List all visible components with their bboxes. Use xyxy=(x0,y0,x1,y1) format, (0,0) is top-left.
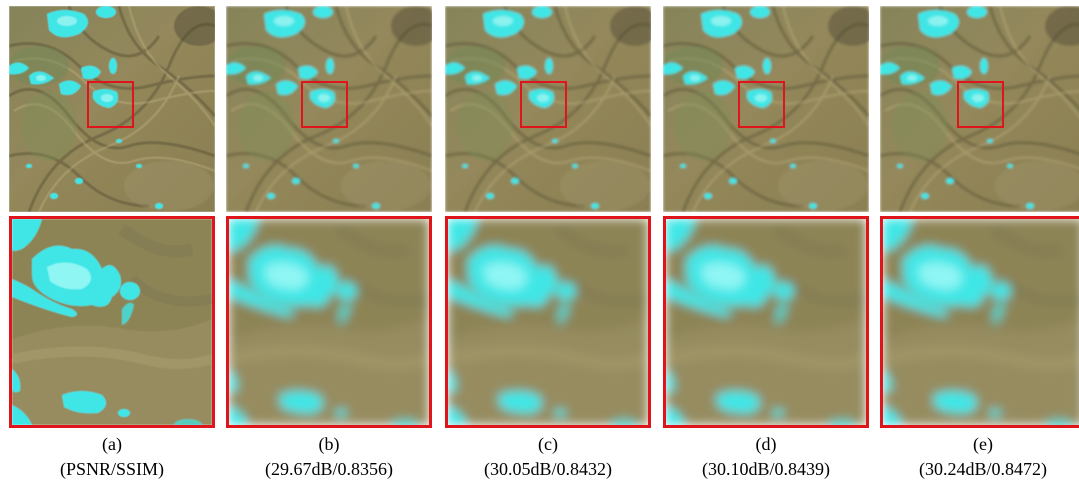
zoomed-image-c xyxy=(445,216,651,428)
overview-image-c xyxy=(445,6,651,212)
panel-label-b: (b) xyxy=(318,434,340,454)
zoomed-image-e xyxy=(880,216,1079,428)
region-of-interest-box-c xyxy=(520,81,567,128)
panel-label-a: (a) xyxy=(102,434,122,454)
panel-metric-a: (PSNR/SSIM) xyxy=(59,459,165,479)
panel-metric-e: (30.24dB/0.8472) xyxy=(919,459,1047,479)
overview-image-e xyxy=(880,6,1079,212)
panel-label-e: (e) xyxy=(973,434,993,454)
overview-image-d xyxy=(663,6,869,212)
panel-metric-b: (29.67dB/0.8356) xyxy=(265,459,393,479)
zoomed-image-d xyxy=(663,216,869,428)
region-of-interest-box-b xyxy=(301,81,348,128)
panel-label-c: (c) xyxy=(538,434,558,454)
panel-metric-c: (30.05dB/0.8432) xyxy=(484,459,612,479)
zoomed-image-b xyxy=(226,216,432,428)
region-of-interest-box-a xyxy=(87,81,134,128)
overview-image-a xyxy=(9,6,215,212)
overview-image-b xyxy=(226,6,432,212)
panel-label-d: (d) xyxy=(755,434,777,454)
zoomed-image-a xyxy=(9,216,215,428)
region-of-interest-box-e xyxy=(957,81,1004,128)
panel-metric-d: (30.10dB/0.8439) xyxy=(702,459,830,479)
region-of-interest-box-d xyxy=(738,81,785,128)
